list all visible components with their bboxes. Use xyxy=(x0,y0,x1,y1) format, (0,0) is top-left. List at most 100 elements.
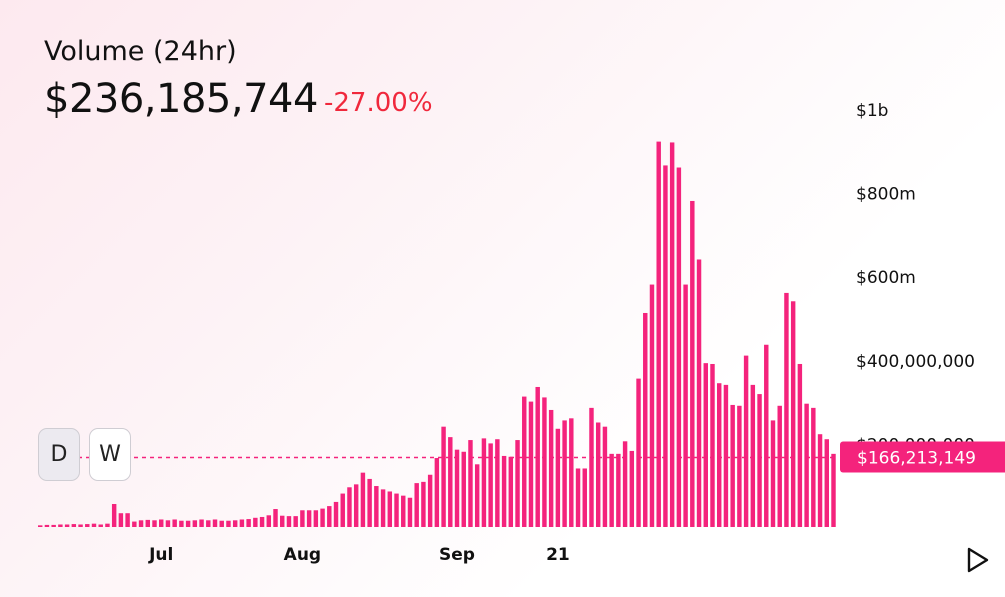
bar xyxy=(71,524,77,527)
bar xyxy=(98,524,103,527)
bar xyxy=(575,468,581,527)
bar xyxy=(515,440,520,527)
volume-value: $236,185,744 xyxy=(44,76,318,122)
bar xyxy=(643,312,648,527)
bar xyxy=(293,516,298,527)
bar xyxy=(609,453,614,527)
bar xyxy=(300,510,305,527)
bar xyxy=(548,409,554,527)
bar xyxy=(488,443,493,527)
bar xyxy=(239,519,245,527)
bar xyxy=(495,439,500,527)
bar xyxy=(696,259,702,527)
bar xyxy=(595,422,601,527)
bar xyxy=(145,519,150,527)
chart-title: Volume (24hr) xyxy=(44,36,237,67)
bar xyxy=(602,426,608,527)
bar xyxy=(44,524,50,527)
bar xyxy=(797,363,803,527)
bar xyxy=(192,520,198,527)
bar xyxy=(434,458,440,527)
bar xyxy=(159,519,164,527)
bar xyxy=(306,510,312,527)
x-tick-label: Aug xyxy=(284,545,321,565)
bar xyxy=(777,405,782,527)
bar xyxy=(501,455,507,527)
bar xyxy=(165,520,171,527)
bar xyxy=(125,513,130,527)
bar xyxy=(340,493,345,527)
bar xyxy=(347,487,352,527)
play-icon[interactable] xyxy=(966,546,990,574)
y-tick-label: $600m xyxy=(856,268,916,288)
bar xyxy=(703,363,708,527)
x-tick-label: 21 xyxy=(546,545,570,565)
bar xyxy=(629,450,635,527)
bar xyxy=(367,478,372,527)
bar xyxy=(266,515,272,527)
bar xyxy=(636,378,641,527)
bar xyxy=(360,472,366,527)
bar xyxy=(817,434,823,527)
bar xyxy=(179,520,184,527)
bar xyxy=(427,474,433,527)
bar xyxy=(51,524,56,527)
bar xyxy=(461,451,466,527)
bar xyxy=(474,464,480,527)
bar xyxy=(111,504,117,527)
bar xyxy=(58,524,63,527)
bar xyxy=(770,420,776,527)
bar xyxy=(683,284,688,527)
bar xyxy=(811,407,816,527)
bar xyxy=(421,481,426,527)
bar xyxy=(387,491,393,527)
x-tick-label: Sep xyxy=(439,545,475,565)
bar xyxy=(206,520,211,527)
bar xyxy=(333,501,339,527)
bar xyxy=(481,438,487,527)
bar xyxy=(750,384,756,527)
bar xyxy=(374,486,379,527)
bar xyxy=(414,483,419,527)
bar xyxy=(105,523,110,527)
bar xyxy=(353,484,359,527)
bar xyxy=(737,405,742,527)
bar xyxy=(380,489,386,527)
volume-change: -27.00% xyxy=(324,88,433,118)
bar xyxy=(542,397,547,527)
bar xyxy=(401,495,406,527)
y-tick-label: $400,000,000 xyxy=(856,352,975,372)
bar xyxy=(468,440,473,527)
bar xyxy=(246,519,251,527)
bar xyxy=(91,523,97,527)
bar xyxy=(280,515,285,527)
bar xyxy=(138,520,144,527)
bar xyxy=(407,497,413,527)
week-interval-button[interactable]: W xyxy=(89,428,131,481)
bar xyxy=(454,449,460,527)
bar xyxy=(78,524,83,527)
bar xyxy=(172,519,177,527)
bar xyxy=(185,520,191,527)
bar xyxy=(226,520,231,527)
bar xyxy=(616,453,621,527)
bar xyxy=(723,384,729,527)
bar xyxy=(555,428,561,527)
bar xyxy=(622,441,628,527)
bar xyxy=(508,456,514,527)
bar xyxy=(831,453,836,527)
bar xyxy=(85,524,90,527)
x-tick-label: Jul xyxy=(148,545,173,565)
bar xyxy=(764,344,769,527)
bar xyxy=(569,418,574,527)
bar xyxy=(38,525,43,527)
bar xyxy=(649,284,655,527)
bar xyxy=(656,141,661,527)
bar xyxy=(582,468,587,527)
day-interval-button[interactable]: D xyxy=(38,428,80,481)
y-tick-label: $800m xyxy=(856,185,916,205)
bar xyxy=(790,301,796,527)
bar xyxy=(64,524,70,527)
bar xyxy=(273,509,278,527)
